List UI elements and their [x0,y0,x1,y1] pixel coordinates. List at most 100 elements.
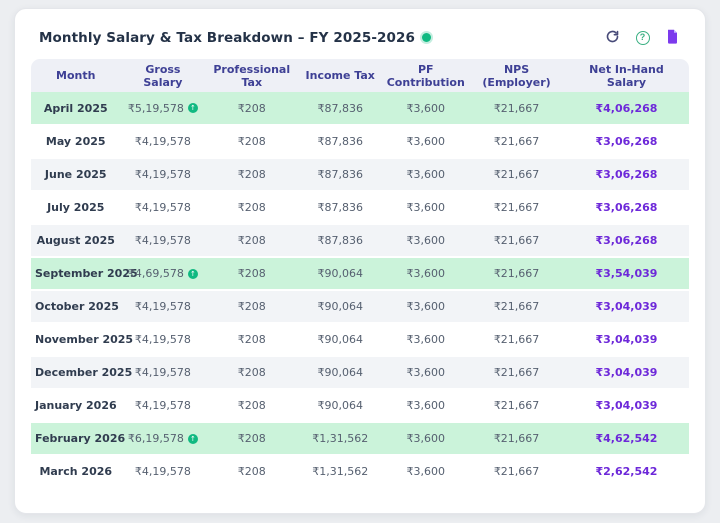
gross-salary-cell: ₹4,19,578 ↑ [120,356,205,389]
income-tax-cell: ₹90,064 [317,399,363,412]
gross-salary-value: ₹4,19,578 [134,333,191,346]
income-tax-cell: ₹90,064 [317,366,363,379]
table-row: September 2025 ₹4,69,578 ↑ ₹208 ₹90,064 … [31,257,689,290]
net-salary-cell: ₹3,06,268 [595,168,658,181]
month-cell: January 2026 [35,399,117,412]
table-row: November 2025 ₹4,19,578 ↑ ₹208 ₹90,064 ₹… [31,323,689,356]
help-icon: ? [635,30,650,45]
net-salary-cell: ₹4,62,542 [595,432,658,445]
net-salary-cell: ₹3,04,039 [595,366,658,379]
pf-contribution-cell: ₹3,600 [406,101,446,115]
table-header-row: Month Gross Salary Professional Tax Income … [31,59,689,92]
table-row: January 2026 ₹4,19,578 ↑ ₹208 ₹90,064 ₹3… [31,389,689,422]
net-salary-cell: ₹3,06,268 [595,201,658,214]
income-tax-cell: ₹90,064 [317,267,363,280]
gross-salary-cell: ₹4,19,578 ↑ [120,224,205,257]
pf-contribution-cell: ₹3,600 [406,465,446,478]
net-salary-cell: ₹3,04,039 [595,333,658,346]
gross-salary-cell: ₹4,19,578 ↑ [120,290,205,323]
gross-salary-cell: ₹6,19,578 ↑ [120,422,205,455]
professional-tax-cell: ₹208 [237,432,266,445]
professional-tax-cell: ₹208 [237,101,266,115]
gross-salary-value: ₹4,19,578 [134,465,191,478]
column-header: Gross Salary [120,59,206,92]
nps-employer-cell: ₹21,667 [493,101,540,115]
net-salary-cell: ₹3,54,039 [595,267,658,280]
column-header: NPS (Employer) [469,59,564,92]
toolbar: ? [604,29,681,46]
month-cell: February 2026 [35,432,126,445]
refresh-button[interactable] [604,29,621,46]
income-tax-cell: ₹90,064 [317,300,363,313]
net-salary-cell: ₹2,62,542 [595,465,658,478]
income-tax-cell: ₹90,064 [317,333,363,346]
professional-tax-cell: ₹208 [237,201,266,214]
income-tax-cell: ₹1,31,562 [312,465,369,478]
pf-contribution-cell: ₹3,600 [406,333,446,346]
report-button[interactable] [664,29,681,46]
help-button[interactable]: ? [634,29,651,46]
gross-salary-cell: ₹4,19,578 ↑ [120,191,205,224]
salary-table: Month Gross Salary Professional Tax Income … [31,59,689,489]
month-cell: May 2025 [45,135,106,148]
pf-contribution-cell: ₹3,600 [406,135,446,148]
gross-salary-cell: ₹4,69,578 ↑ [120,257,205,290]
month-cell: June 2025 [44,168,107,181]
table-row: March 2026 ₹4,19,578 ↑ ₹208 ₹1,31,562 ₹3… [31,455,689,488]
nps-employer-cell: ₹21,667 [493,168,540,181]
gross-salary-value: ₹4,19,578 [134,135,191,148]
table-row: May 2025 ₹4,19,578 ↑ ₹208 ₹87,836 ₹3,600… [31,125,689,158]
nps-employer-cell: ₹21,667 [493,465,540,478]
table-row: February 2026 ₹6,19,578 ↑ ₹208 ₹1,31,562… [31,422,689,455]
gross-salary-value: ₹4,19,578 [134,366,191,379]
month-cell: September 2025 [35,267,138,280]
professional-tax-cell: ₹208 [237,366,266,379]
income-tax-cell: ₹87,836 [317,101,363,115]
table-row: October 2025 ₹4,19,578 ↑ ₹208 ₹90,064 ₹3… [31,290,689,323]
pf-contribution-cell: ₹3,600 [406,366,446,379]
nps-employer-cell: ₹21,667 [493,366,540,379]
pf-contribution-cell: ₹3,600 [406,168,446,181]
refresh-icon [605,29,620,47]
nps-employer-cell: ₹21,667 [493,399,540,412]
gross-salary-value: ₹4,69,578 [127,267,184,280]
gross-salary-value: ₹4,19,578 [134,399,191,412]
income-tax-cell: ₹87,836 [317,135,363,148]
bonus-info-icon[interactable]: ↑ [187,268,198,279]
table-row: August 2025 ₹4,19,578 ↑ ₹208 ₹87,836 ₹3,… [31,224,689,257]
income-tax-cell: ₹87,836 [317,201,363,214]
gross-salary-cell: ₹5,19,578 ↑ [120,92,205,125]
income-tax-cell: ₹1,31,562 [312,432,369,445]
net-salary-cell: ₹3,06,268 [595,135,658,148]
nps-employer-cell: ₹21,667 [493,201,540,214]
bonus-info-icon[interactable]: ↑ [187,103,198,113]
net-salary-cell: ₹3,04,039 [595,399,658,412]
pf-contribution-cell: ₹3,600 [406,399,446,412]
income-tax-cell: ₹87,836 [317,168,363,181]
month-cell: August 2025 [36,234,115,247]
gross-salary-value: ₹5,19,578 [127,101,184,115]
professional-tax-cell: ₹208 [237,399,266,412]
professional-tax-cell: ₹208 [237,234,266,247]
gross-salary-cell: ₹4,19,578 ↑ [120,323,205,356]
gross-salary-value: ₹4,19,578 [134,168,191,181]
live-status-dot [422,33,432,42]
month-cell: December 2025 [35,366,133,379]
pf-contribution-cell: ₹3,600 [406,234,446,247]
professional-tax-cell: ₹208 [237,300,266,313]
professional-tax-cell: ₹208 [237,168,266,181]
nps-employer-cell: ₹21,667 [493,300,540,313]
table-row: July 2025 ₹4,19,578 ↑ ₹208 ₹87,836 ₹3,60… [31,191,689,224]
nps-employer-cell: ₹21,667 [493,333,540,346]
bonus-info-icon[interactable]: ↑ [187,433,198,444]
pf-contribution-cell: ₹3,600 [406,201,446,214]
gross-salary-value: ₹4,19,578 [134,201,191,214]
document-icon [666,29,679,47]
professional-tax-cell: ₹208 [237,267,266,280]
column-header: PF Contribution [382,59,470,92]
pf-contribution-cell: ₹3,600 [406,267,446,280]
pf-contribution-cell: ₹3,600 [406,432,446,445]
net-salary-cell: ₹3,06,268 [595,234,658,247]
gross-salary-value: ₹6,19,578 [127,432,184,445]
salary-breakdown-card: Monthly Salary & Tax Breakdown – FY 2025… [14,8,706,514]
